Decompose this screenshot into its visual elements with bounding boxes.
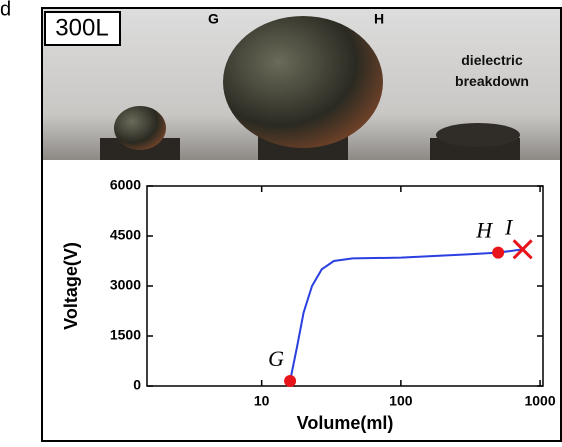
data-line	[290, 249, 523, 381]
y-tick-label: 6000	[110, 177, 141, 193]
point-label: H	[475, 218, 493, 243]
point-label: G	[268, 346, 284, 371]
balloon	[223, 16, 383, 148]
y-tick-label: 4500	[110, 227, 141, 243]
photo-label: H	[374, 11, 384, 27]
balloon	[114, 106, 166, 150]
panel-letter: d	[0, 0, 11, 20]
photo-label-box: dielectric breakdown	[430, 50, 554, 100]
y-tick-label: 3000	[110, 277, 141, 293]
point-label: I	[504, 214, 514, 239]
x-tick-label: 1000	[524, 393, 555, 409]
panel-label: 300L	[55, 14, 108, 41]
point-marker	[492, 247, 504, 259]
y-tick-label: 1500	[110, 327, 141, 343]
figure: d 300L G H dielectric breakdown 0 1500 300…	[0, 0, 562, 442]
plot-area	[147, 186, 543, 386]
x-tick-label: 10	[254, 393, 270, 409]
collapsed-balloon	[436, 123, 520, 147]
photo-label: G	[208, 11, 219, 27]
y-axis-label: Voltage(V)	[61, 242, 81, 330]
x-tick-label: 100	[389, 393, 413, 409]
x-axis-label: Volume(ml)	[297, 413, 394, 433]
photo-label: dielectric breakdown	[452, 50, 532, 92]
point-marker	[284, 375, 296, 387]
y-tick-label: 0	[133, 377, 141, 393]
